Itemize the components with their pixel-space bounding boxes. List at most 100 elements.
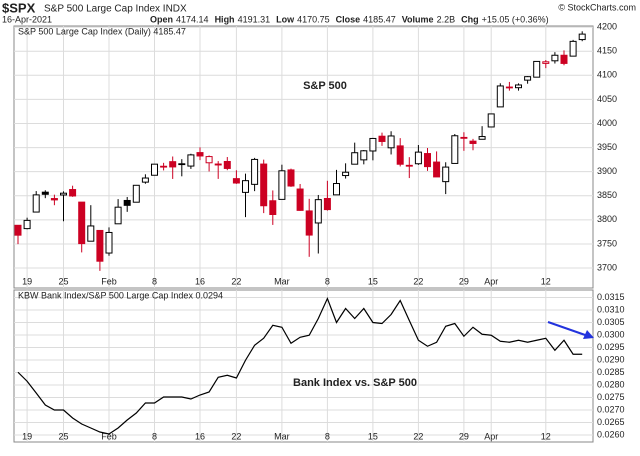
x-tick-label: 25 (58, 276, 68, 286)
arrow (547, 321, 589, 337)
legend: KBW Bank Index/S&P 500 Large Cap Index 0… (18, 290, 223, 300)
panel-frame (13, 25, 594, 289)
candle-body (14, 224, 22, 236)
y-tick-label: 3700 (597, 262, 617, 272)
candle-body (60, 192, 67, 196)
candle-body (196, 152, 204, 157)
candle-body (114, 206, 122, 225)
arrow-head (583, 330, 594, 339)
line (17, 296, 583, 435)
quote-label: Volume (402, 14, 434, 24)
x-tick-label: Feb (101, 431, 117, 441)
x-tick-label: Apr (484, 276, 498, 286)
x-tick-label: 16 (195, 431, 205, 441)
quote-label: Low (276, 14, 295, 24)
x-tick-label: 22 (413, 276, 423, 286)
candle-body (169, 161, 177, 168)
quote-label: Open (150, 14, 173, 24)
x-tick-label: Mar (274, 276, 290, 286)
candle-body (160, 165, 168, 168)
x-tick-label: Feb (101, 276, 117, 286)
panel-frame (13, 289, 594, 443)
y-tick-label: 0.0300 (597, 329, 625, 339)
quote: Open 4174.14 High 4191.31 Low 4170.75 Close 418… (150, 14, 549, 24)
x-tick-label: 29 (459, 431, 469, 441)
candle-body (278, 170, 286, 200)
symbol: $SPX (2, 0, 36, 15)
y-tick-label: 0.0285 (597, 367, 625, 377)
y-tick-label: 0.0295 (597, 342, 625, 352)
candle-body (269, 200, 277, 215)
candle-body (551, 54, 559, 62)
candle-body (178, 163, 186, 166)
candle-body (260, 163, 268, 207)
candle-body (433, 161, 441, 178)
candle-body (32, 194, 40, 213)
x-tick-label: 8 (325, 276, 330, 286)
quote-value: 4174.14 (176, 14, 209, 24)
x-tick-label: 12 (541, 276, 551, 286)
y-tick-label: 0.0260 (597, 429, 625, 439)
candle-body (205, 156, 213, 164)
x-tick-label: Apr (484, 431, 498, 441)
y-tick-label: 3850 (597, 190, 617, 200)
annotation: Bank Index vs. S&P 500 (293, 377, 417, 389)
quote-value: 4170.75 (297, 14, 330, 24)
date: 16-Apr-2021 (2, 14, 52, 24)
candle-body (314, 199, 322, 224)
candle-body (141, 177, 149, 183)
quote-label: High (215, 14, 235, 24)
y-tick-label: 0.0315 (597, 292, 625, 302)
quote-label: Close (336, 14, 361, 24)
y-tick-label: 3800 (597, 214, 617, 224)
x-tick-label: 8 (325, 431, 330, 441)
x-tick-label: Mar (274, 431, 290, 441)
candle-body (578, 33, 586, 41)
candle-body (251, 158, 259, 185)
candle-body (214, 163, 222, 166)
y-tick-label: 4000 (597, 118, 617, 128)
y-tick-label: 4100 (597, 70, 617, 80)
candle-body (369, 137, 377, 152)
candle-body (223, 160, 231, 169)
y-tick-label: 4200 (597, 21, 617, 31)
y-tick-label: 3950 (597, 142, 617, 152)
candle-body (405, 164, 413, 167)
candle-body (242, 180, 249, 193)
candle-body (378, 135, 386, 142)
candle-body (524, 76, 532, 81)
candle-body (305, 210, 313, 236)
candle-body (296, 188, 304, 211)
candle-body (569, 40, 577, 57)
x-tick-label: 16 (195, 276, 205, 286)
candle-body (41, 191, 49, 195)
candle-body (333, 183, 340, 196)
candle-body (460, 136, 468, 139)
candle-body (387, 135, 395, 149)
candle-body (78, 201, 86, 245)
candle-body (105, 231, 113, 254)
y-tick-label: 3900 (597, 166, 617, 176)
legend: S&P 500 Large Cap Index (Daily) 4185.47 (18, 26, 186, 36)
quote-value: 2.2B (437, 14, 456, 24)
quote-value: 4191.31 (238, 14, 271, 24)
x-tick-label: 19 (22, 276, 32, 286)
annotation: S&P 500 (303, 80, 347, 92)
x-tick-label: 22 (413, 431, 423, 441)
candle-body (151, 163, 158, 176)
x-tick-label: 12 (541, 431, 551, 441)
y-tick-label: 4150 (597, 46, 617, 56)
y-tick-label: 0.0275 (597, 392, 625, 402)
x-tick-label: 15 (368, 276, 378, 286)
candle-body (96, 229, 104, 262)
y-tick-label: 0.0310 (597, 304, 625, 314)
index-name: S&P 500 Large Cap Index INDX (44, 4, 187, 15)
y-tick-label: 0.0305 (597, 317, 625, 327)
x-tick-label: 8 (152, 276, 157, 286)
quote-value: 4185.47 (363, 14, 396, 24)
candle-body (342, 171, 350, 177)
candle-body (451, 135, 459, 164)
quote-label: Chg (461, 14, 479, 24)
candle-body (533, 60, 541, 78)
